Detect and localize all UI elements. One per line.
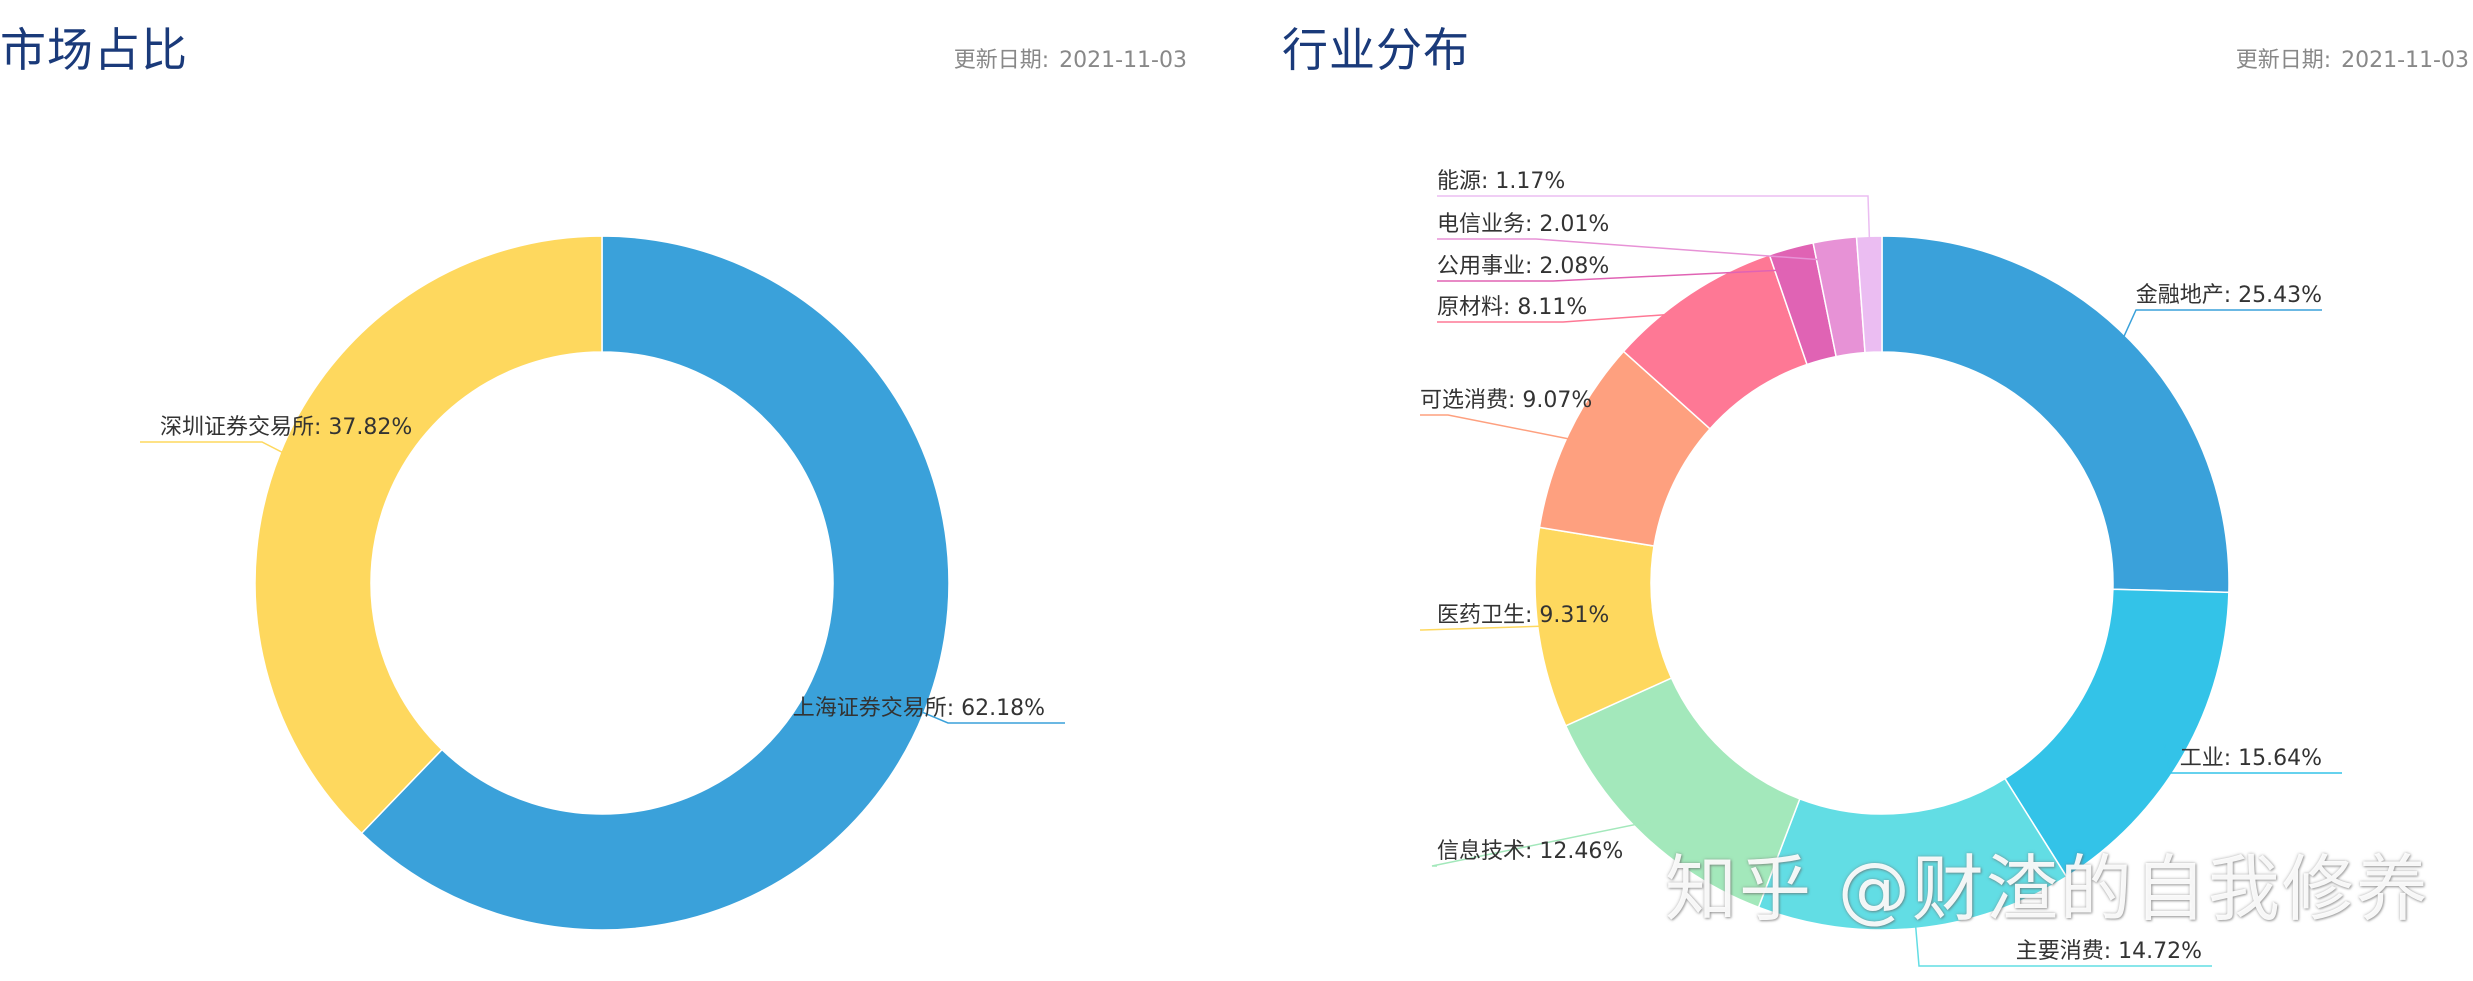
panel-title: 市场占比 [0,23,188,77]
label-leader-line [903,703,1065,724]
panel-title: 行业分布 [1282,23,1470,77]
slice-label: 可选消费: 9.07% [1420,388,1592,413]
market-share-panel: 市场占比 更新日期: 2021-11-03 上海证券交易所: 62.18% 深圳证券… [0,0,1200,981]
industry-distribution-donut-chart: 金融地产: 25.43% 工业: 15.64% 主要消费: 14.72% 信息技术: … [1420,169,2342,967]
update-date: 更新日期: 2021-11-03 [954,42,1187,74]
slice-label: 医药卫生: 9.31% [1437,603,1609,628]
donut-slice-1[interactable] [1881,235,2230,594]
industry-distribution-panel: 行业分布 更新日期: 2021-11-03 金融地产: 25.43% 工业: 15.… [1282,0,2473,981]
label-leader-line [1437,268,1797,282]
update-date-label: 更新日期: [953,48,1050,73]
label-leader-line [1431,818,1660,867]
watermark-text: 知乎 @财渣的自我修养 [1665,847,2430,931]
slice-label: 深圳证券交易所: 37.82% [160,415,412,440]
slice-label: 金融地产: 25.43% [2136,283,2322,308]
label-leader-line [1420,624,1560,631]
slice-label: 能源: 1.17% [1437,169,1565,194]
update-date-value: 2021-11-03 [2341,48,2469,73]
donut-slice-1[interactable] [360,235,950,931]
slice-label: 主要消费: 14.72% [2016,939,2202,964]
donut-slices [254,235,950,931]
label-leader-line [140,441,301,463]
slice-label: 电信业务: 2.01% [1437,212,1609,237]
donut-slice-10[interactable] [1855,235,1883,354]
label-leader-line [1437,195,1871,259]
slice-label: 信息技术: 12.46% [1437,839,1623,864]
slice-label: 公用事业: 2.08% [1437,254,1609,279]
slice-label: 原材料: 8.11% [1437,295,1587,320]
update-date: 更新日期: 2021-11-03 [2236,42,2469,74]
donut-slices [1534,235,2230,931]
label-leader-line [1437,311,1703,323]
market-share-donut-chart: 上海证券交易所: 62.18% 深圳证券交易所: 37.82% [140,235,1065,931]
slice-label: 上海证券交易所: 62.18% [793,696,1045,721]
donut-slice-2[interactable] [254,235,603,835]
label-leader-line [2163,743,2342,774]
label-leader-line [2114,309,2322,357]
slice-label: 工业: 15.64% [2180,746,2322,771]
update-date-value: 2021-11-03 [1059,48,1187,73]
label-leader-line [1420,414,1589,444]
label-leader-line [1437,238,1838,262]
label-leader-line [1913,906,2212,967]
update-date-label: 更新日期: [2235,48,2332,73]
